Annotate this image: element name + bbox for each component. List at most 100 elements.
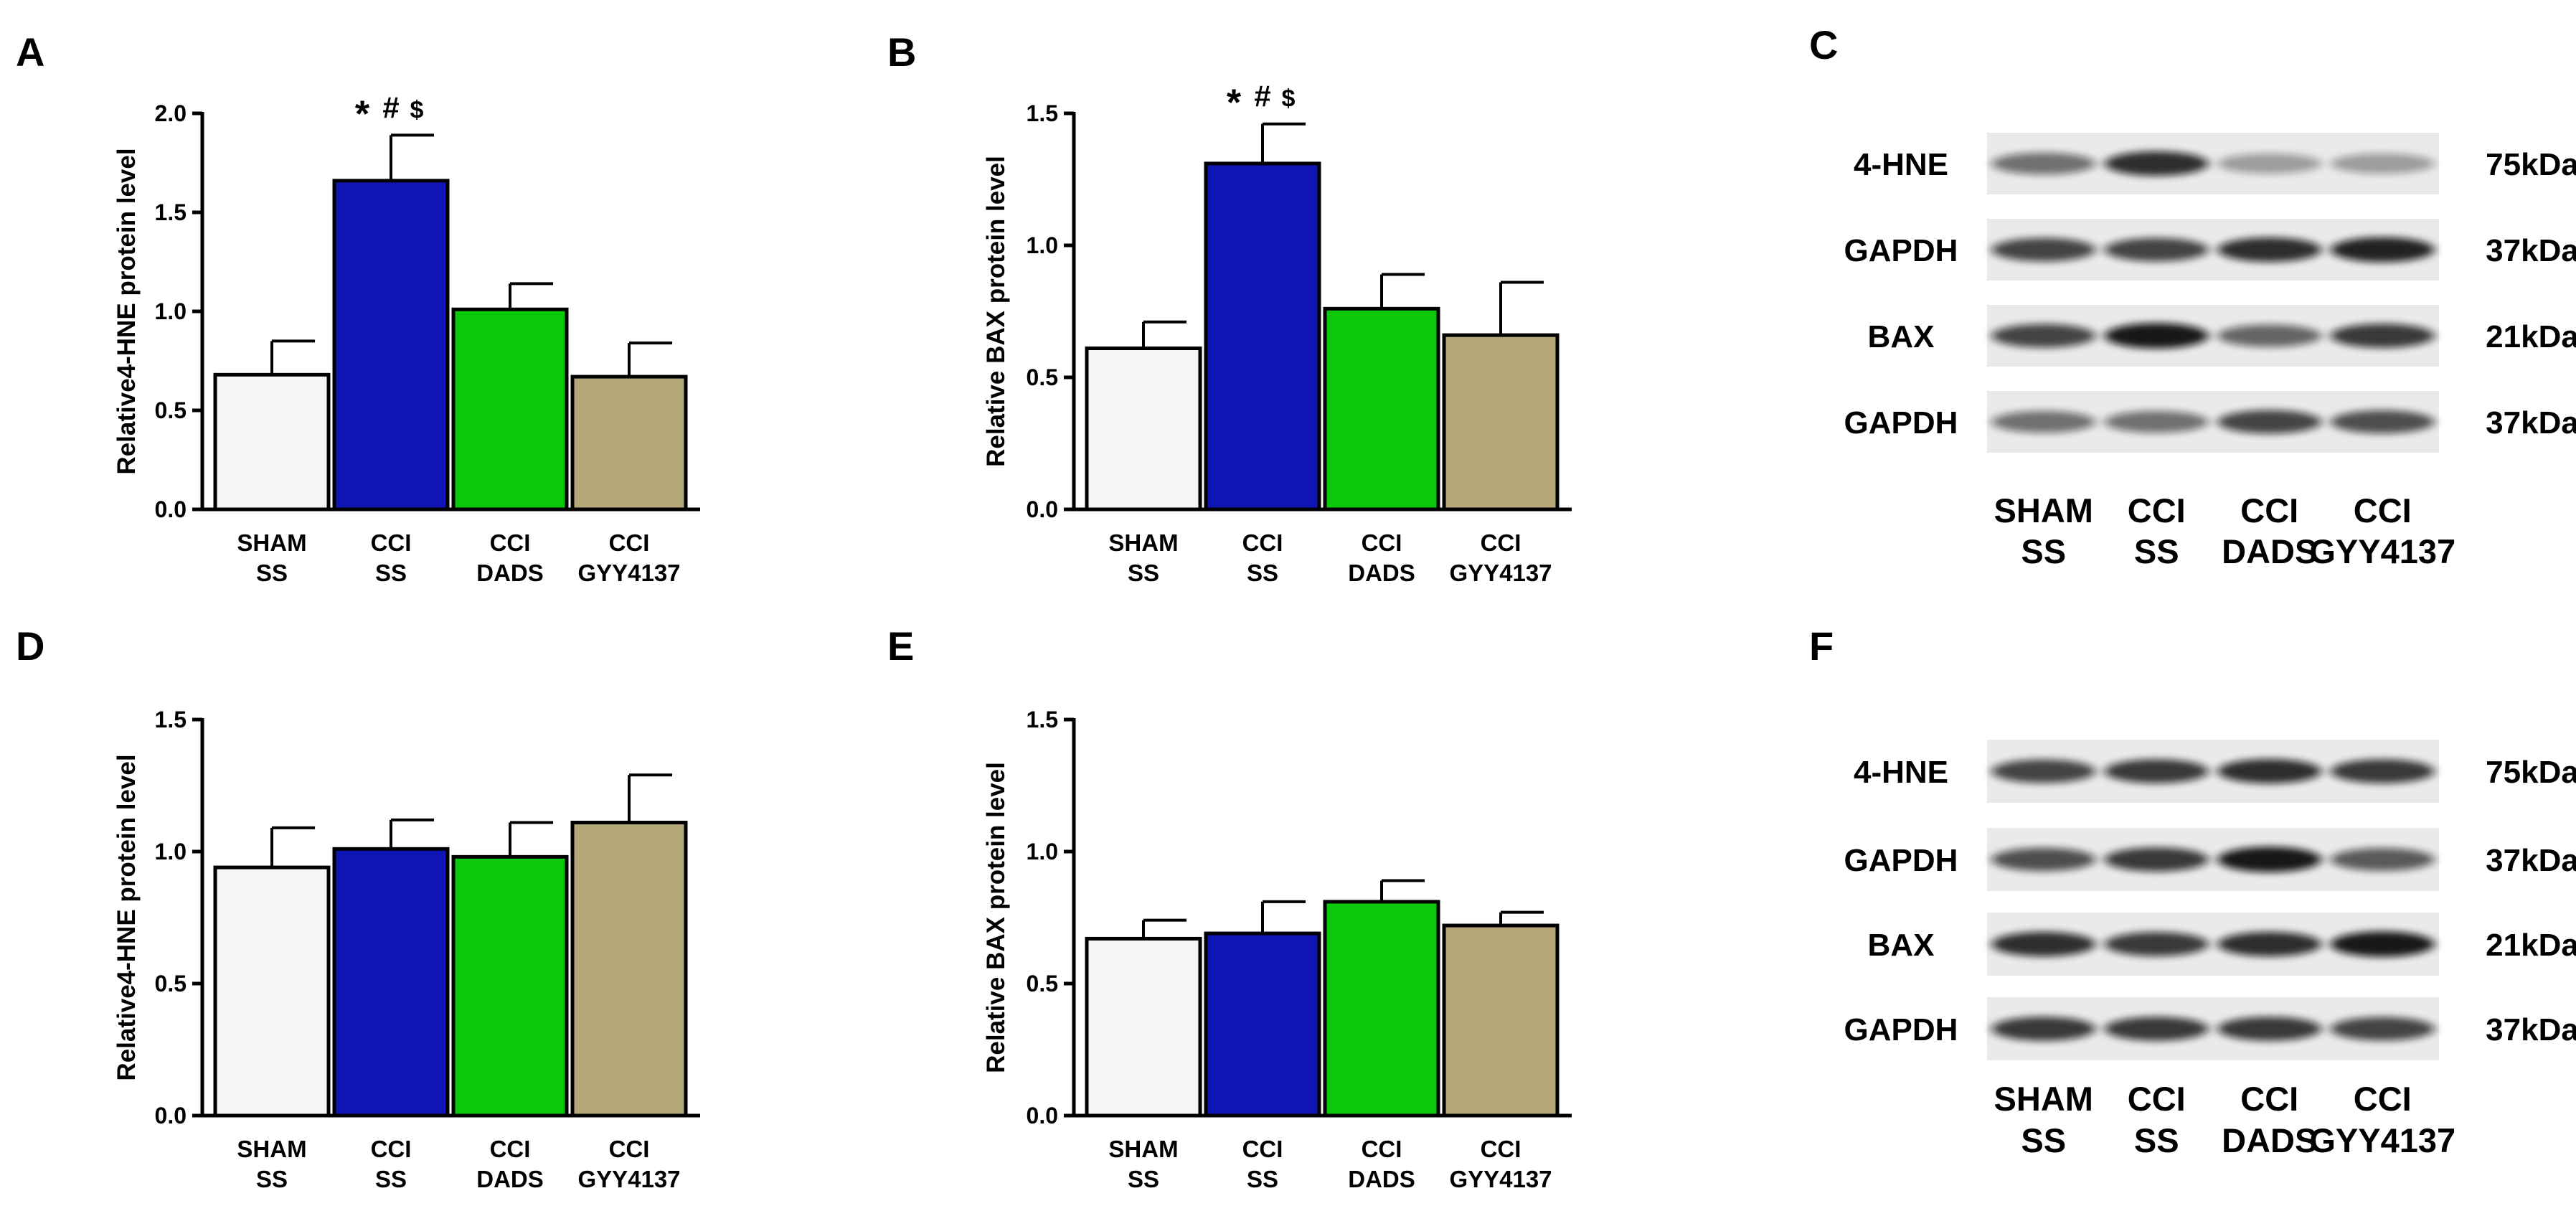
chart-e-category-label: SS: [1128, 1166, 1159, 1192]
blot-f-band: [2330, 1017, 2435, 1041]
blot-c-lane-label: GYY4137: [2309, 532, 2455, 570]
chart-d-bar: [570, 821, 688, 1118]
blot-c-band: [2104, 237, 2209, 262]
blot-c-band: [1991, 324, 2096, 348]
chart-e-category-label: CCI: [1481, 1136, 1521, 1162]
blot-c-lane-label: CCI: [2128, 491, 2186, 529]
blot-c-band: [2104, 151, 2209, 176]
blot-c-size-label: 37kDa: [2486, 233, 2576, 268]
chart-e-y-label: Relative BAX protein level: [982, 762, 1010, 1073]
chart-d-category-label: SS: [375, 1166, 407, 1192]
chart-a-ytick-label: 2.0: [155, 100, 187, 126]
chart-e: 0.0 0.5 1.0 1.5 Relative BAX protein level SH…: [982, 707, 1572, 1192]
blot-c-band: [1991, 152, 2096, 175]
chart-b-ytick-label: 1.5: [1027, 100, 1058, 126]
chart-b-significance-mark: *: [1227, 83, 1242, 124]
blot-f-row-label: 4-HNE: [1854, 755, 1948, 790]
chart-a: 0.0 0.5 1.0 1.5 2.0 Relative4-HNE protein lev…: [113, 90, 700, 586]
blot-f-lane-label: CCI: [2128, 1080, 2186, 1118]
chart-a-category-label: CCI: [371, 529, 412, 556]
blot-c: 4-HNE 75kDa GAPDH 37kDa BAX 21kDa GAPDH 37kDa SH…: [1844, 133, 2576, 570]
blot-f-band: [2217, 758, 2322, 784]
chart-a-category-label: CCI: [490, 529, 531, 556]
chart-b-category-label: SS: [1128, 560, 1159, 586]
blot-f-lane-label: CCI: [2354, 1080, 2412, 1118]
chart-e-category-label: DADS: [1348, 1166, 1415, 1192]
chart-d-bar: [213, 865, 331, 1118]
blot-c-band: [2217, 153, 2322, 174]
chart-b-ytick-label: 0.5: [1027, 364, 1058, 390]
chart-b-bar: [1204, 161, 1321, 512]
blot-f-lane-label: SS: [2021, 1121, 2066, 1159]
chart-a-bar: [332, 179, 450, 512]
blot-c-band: [1991, 410, 2096, 433]
chart-b-significance-mark: $: [1282, 85, 1296, 113]
chart-d-category-label: CCI: [371, 1136, 412, 1162]
chart-d-ytick-label: 0.5: [155, 971, 187, 996]
chart-a-ytick-label: 1.5: [155, 199, 187, 225]
blot-f-band: [1991, 1017, 2096, 1041]
chart-e-bar: [1085, 936, 1202, 1118]
chart-b-bar: [1085, 347, 1202, 512]
blot-f: 4-HNE 75kDa GAPDH 37kDa BAX 21kDa GAPDH 37kDa SH…: [1844, 740, 2576, 1159]
chart-d-category-label: CCI: [609, 1136, 650, 1162]
chart-e-bar: [1323, 900, 1440, 1118]
chart-d-ytick-label: 1.0: [155, 839, 187, 864]
blot-f-band: [2104, 847, 2209, 872]
chart-d-category-label: GYY4137: [577, 1166, 680, 1192]
chart-a-significance-mark: $: [410, 96, 424, 123]
chart-e-category-label: GYY4137: [1449, 1166, 1552, 1192]
chart-d-bar: [451, 854, 569, 1118]
chart-d-bar: [332, 847, 450, 1118]
panel-letter-c: C: [1809, 22, 1838, 67]
chart-e-category-label: CCI: [1362, 1136, 1402, 1162]
blot-f-size-label: 37kDa: [2486, 1012, 2576, 1047]
blot-f-band: [1991, 847, 2096, 872]
blot-f-row-label: GAPDH: [1844, 1012, 1958, 1047]
blot-f-size-label: 75kDa: [2486, 755, 2576, 790]
blot-f-lane-label: GYY4137: [2309, 1121, 2455, 1159]
chart-d-y-label: Relative4-HNE protein level: [113, 754, 141, 1080]
chart-b: 0.0 0.5 1.0 1.5 Relative BAX protein level SH…: [982, 80, 1572, 586]
blot-c-band: [2330, 324, 2435, 348]
chart-e-ytick-label: 0.5: [1027, 971, 1058, 996]
blot-f-lane-label: SS: [2134, 1121, 2179, 1159]
blot-f-lane-label: CCI: [2240, 1080, 2298, 1118]
blot-f-row-label: GAPDH: [1844, 843, 1958, 878]
blot-c-lane-label: CCI: [2354, 491, 2412, 529]
chart-a-bar: [570, 374, 688, 512]
chart-b-ytick-label: 0.0: [1027, 496, 1058, 522]
chart-a-category-label: SHAM: [237, 529, 306, 556]
chart-e-ytick-label: 1.5: [1027, 707, 1058, 732]
chart-e-category-label: SHAM: [1108, 1136, 1178, 1162]
panel-letter-f: F: [1809, 623, 1834, 669]
chart-e-bar: [1204, 931, 1321, 1118]
chart-e-ytick-label: 0.0: [1027, 1103, 1058, 1128]
blot-f-band: [1991, 759, 2096, 783]
chart-b-category-label: SHAM: [1108, 529, 1178, 556]
blot-f-band: [2330, 931, 2435, 957]
chart-a-significance-mark: *: [355, 93, 370, 135]
blot-c-size-label: 75kDa: [2486, 147, 2576, 182]
chart-b-category-label: SS: [1247, 560, 1278, 586]
panel-letter-d: D: [16, 623, 44, 669]
chart-a-category-label: GYY4137: [577, 560, 680, 586]
chart-e-category-label: CCI: [1242, 1136, 1283, 1162]
chart-a-category-label: SS: [256, 560, 288, 586]
blot-c-lane-label: CCI: [2240, 491, 2298, 529]
blot-c-lane-label: SS: [2134, 532, 2179, 570]
chart-d: 0.0 0.5 1.0 1.5 Relative4-HNE protein level S…: [113, 707, 700, 1192]
chart-d-category-label: DADS: [476, 1166, 544, 1192]
blot-c-band: [2330, 153, 2435, 174]
chart-a-category-label: CCI: [609, 529, 650, 556]
chart-b-ytick-label: 1.0: [1027, 232, 1058, 258]
blot-c-band: [2217, 324, 2322, 347]
chart-a-significance-mark: #: [382, 90, 399, 124]
chart-a-bar: [213, 372, 331, 512]
blot-c-lane-label: DADS: [2222, 532, 2317, 570]
blot-c-lane-label: SHAM: [1994, 491, 2093, 529]
chart-b-category-label: GYY4137: [1449, 560, 1552, 586]
chart-a-ytick-label: 0.5: [155, 397, 187, 423]
blot-c-band: [2330, 237, 2435, 263]
chart-d-category-label: SHAM: [237, 1136, 306, 1162]
